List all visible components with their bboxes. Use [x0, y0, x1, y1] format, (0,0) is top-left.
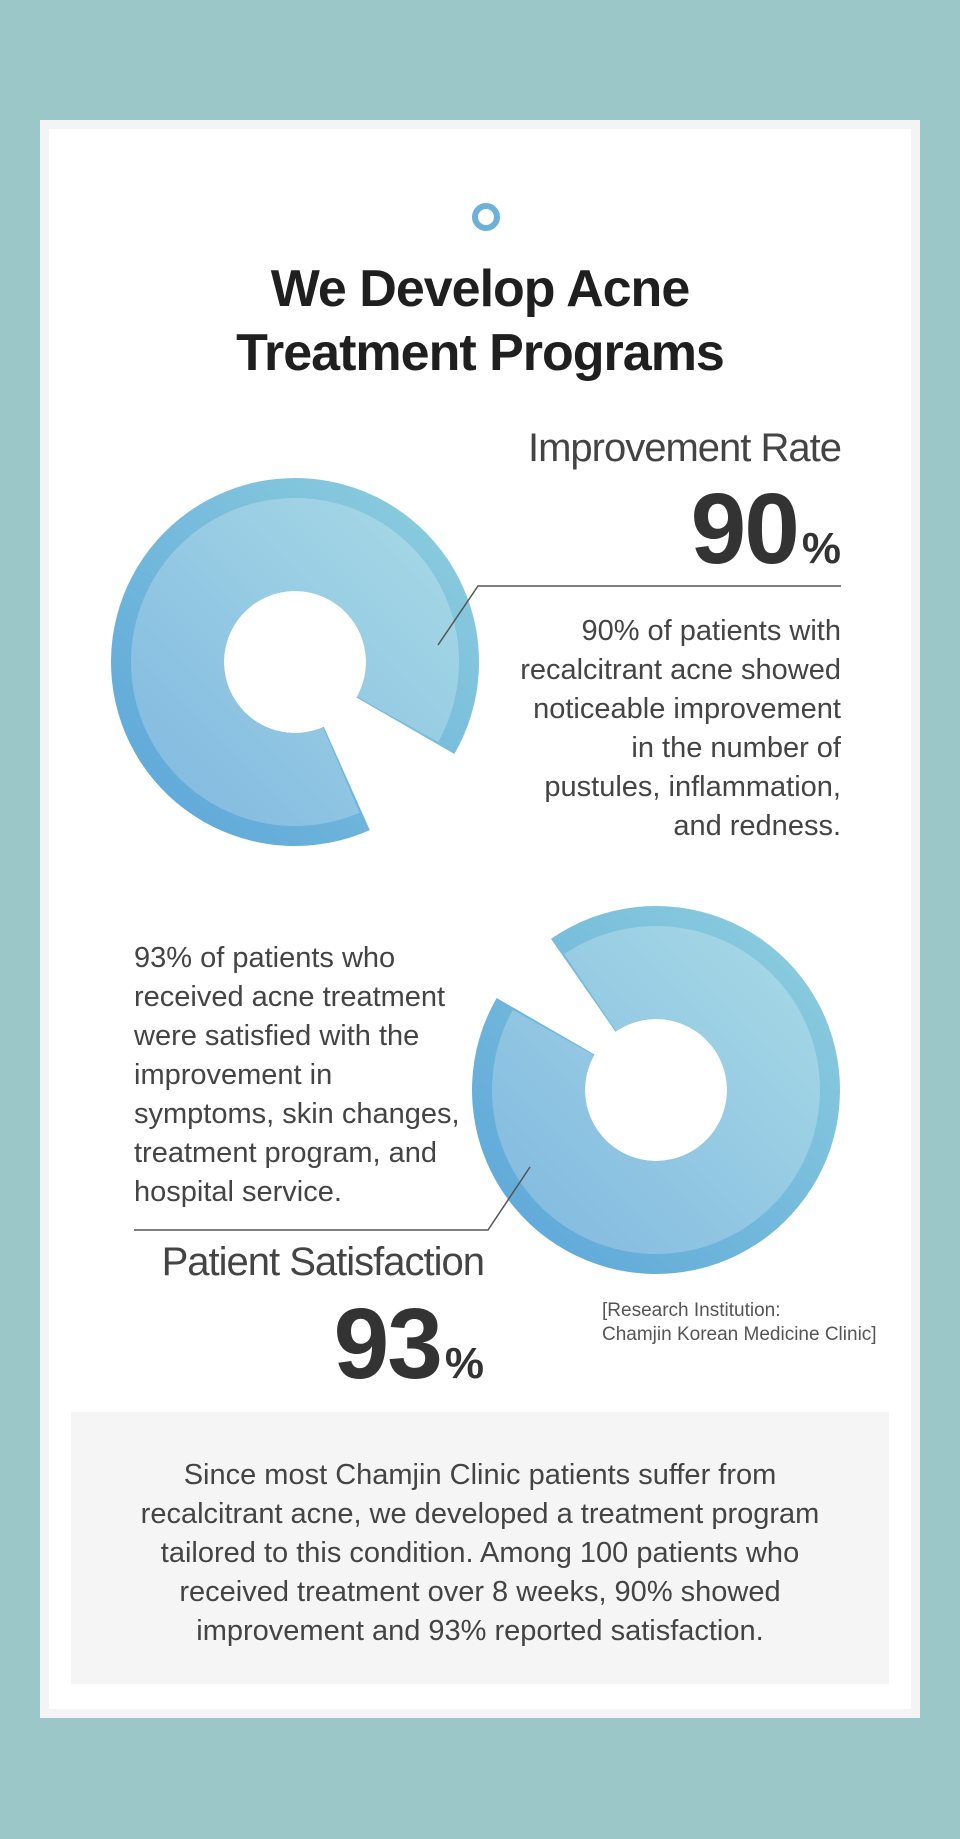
summary-box: Since most Chamjin Clinic patients suffe…	[71, 1412, 889, 1684]
summary-line: tailored to this condition. Among 100 pa…	[160, 1537, 800, 1569]
patient-satisfaction-unit: %	[444, 1339, 484, 1388]
donut-slice-satisfaction-outer	[472, 906, 840, 1274]
description-line: noticeable improvement	[533, 693, 841, 725]
page-title: We Develop Acne Treatment Programs	[49, 257, 911, 385]
summary-text: Since most Chamjin Clinic patients suffe…	[71, 1456, 889, 1651]
description-line: improvement in	[134, 1059, 333, 1091]
improvement-rate-label: Improvement Rate	[527, 426, 842, 470]
donut-slice-improvement-outer	[111, 478, 480, 846]
donut-slice-satisfaction-inner	[492, 925, 821, 1254]
description-line: and redness.	[673, 810, 841, 842]
description-line: 90% of patients with	[581, 615, 841, 647]
description-line: treatment program, and	[134, 1137, 438, 1169]
description-line: received acne treatment	[134, 981, 446, 1013]
card-frame: We Develop Acne Treatment Programs Impro…	[40, 120, 920, 1718]
patient-satisfaction-value: 93%	[334, 1294, 484, 1394]
summary-line: received treatment over 8 weeks, 90% sho…	[179, 1576, 781, 1608]
description-line: recalcitrant acne showed	[520, 654, 841, 686]
title-line: We Develop Acne	[270, 260, 690, 318]
description-line: were satisfied with the	[134, 1020, 420, 1052]
infographic-card: We Develop Acne Treatment Programs Impro…	[49, 129, 911, 1709]
description-line: in the number of	[631, 732, 841, 764]
patient-satisfaction-description: 93% of patients who received acne treatm…	[134, 939, 460, 1212]
improvement-rate-number: 90	[690, 473, 800, 585]
description-line: 93% of patients who	[134, 942, 396, 974]
source-line: Chamjin Korean Medicine Clinic]	[602, 1324, 877, 1345]
improvement-rate-description: 90% of patients with recalcitrant acne s…	[520, 612, 841, 846]
research-source: [Research Institution: Chamjin Korean Me…	[602, 1299, 877, 1347]
patient-satisfaction-label: Patient Satisfaction	[161, 1240, 485, 1284]
summary-line: Since most Chamjin Clinic patients suffe…	[183, 1459, 777, 1491]
improvement-rate-value: 90%	[691, 479, 841, 579]
title-line: Treatment Programs	[236, 324, 725, 382]
summary-line: improvement and 93% reported satisfactio…	[196, 1615, 764, 1647]
patient-satisfaction-number: 93	[333, 1288, 443, 1400]
summary-line: recalcitrant acne, we developed a treatm…	[140, 1498, 820, 1530]
ring-icon	[472, 203, 500, 231]
description-line: symptoms, skin changes,	[134, 1098, 460, 1130]
improvement-rate-unit: %	[801, 524, 841, 573]
source-line: [Research Institution:	[602, 1300, 781, 1321]
description-line: hospital service.	[134, 1176, 342, 1208]
description-line: pustules, inflammation,	[544, 771, 841, 803]
donut-slice-improvement-inner	[130, 498, 459, 827]
